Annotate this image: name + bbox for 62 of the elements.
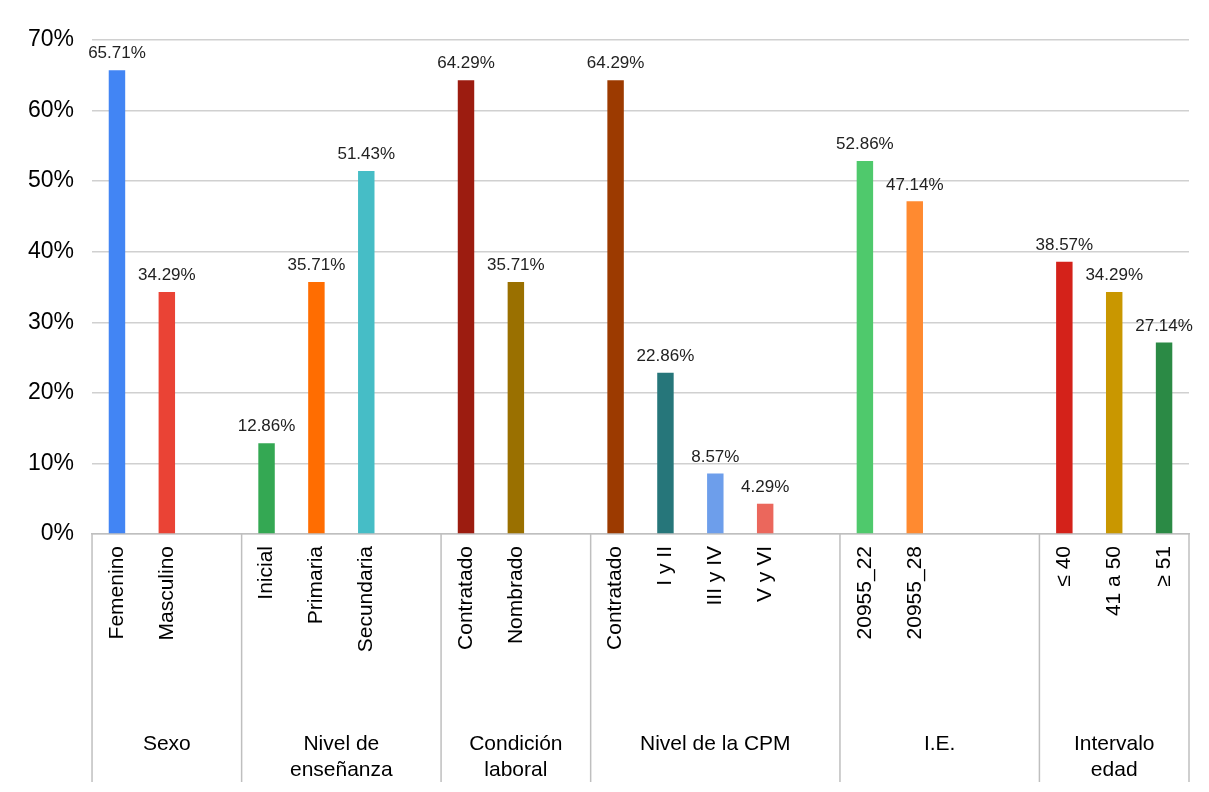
data-label: 34.29% [137, 265, 196, 285]
text: Condición laboral [469, 731, 563, 781]
data-label: 35.71% [287, 255, 346, 275]
x-tick-label: V y VI [751, 546, 775, 603]
x-tick-label: Primaria [303, 545, 327, 625]
x-tick-label: Masculino [153, 546, 177, 641]
x-tick-label: 20955_28 [901, 546, 926, 640]
bar [507, 281, 525, 534]
bar [308, 281, 325, 534]
y-tick-label: 30% [27, 307, 75, 334]
data-label: 64.29% [437, 53, 495, 73]
bar [607, 80, 624, 534]
x-tick-label: Femenino [103, 546, 127, 640]
x-tick-label: III y IV [702, 546, 726, 606]
y-tick-label: 0% [40, 519, 75, 546]
bar [108, 70, 126, 534]
bar [756, 503, 774, 534]
data-label: 64.29% [586, 53, 645, 73]
data-label: 35.71% [487, 255, 545, 275]
x-tick-label: ≥ 51 [1150, 546, 1174, 587]
data-label: 51.43% [337, 144, 396, 164]
x-tick-label: I y II [652, 546, 676, 586]
bar [258, 443, 275, 534]
y-tick-label: 70% [27, 25, 75, 52]
data-label: 47.14% [885, 174, 944, 194]
x-tick-label: 41 a 50 [1101, 546, 1124, 617]
text: I.E. [923, 731, 956, 755]
data-label: 65.71% [88, 43, 146, 63]
x-tick-label: 20955_22 [851, 546, 876, 640]
bar [707, 473, 724, 534]
bar [1105, 292, 1123, 534]
bar [1155, 342, 1173, 534]
bar [906, 201, 923, 534]
data-label: 8.57% [691, 446, 740, 466]
y-tick-label: 10% [27, 448, 75, 475]
text: Sexo [142, 731, 191, 755]
x-tick-label: ≤ 40 [1051, 546, 1075, 587]
bar [856, 160, 874, 534]
x-tick-label: Nombrado [502, 546, 526, 645]
y-tick-label: 60% [27, 95, 75, 122]
bar [158, 292, 176, 534]
y-tick-label: 40% [27, 237, 75, 264]
data-label: 12.86% [237, 416, 296, 436]
text: Nivel de enseñanza [289, 731, 394, 781]
bar [1056, 261, 1073, 534]
data-label: 27.14% [1135, 315, 1193, 335]
data-label: 34.29% [1085, 265, 1144, 285]
x-tick-label: Contratado [602, 546, 626, 650]
x-tick-label: Inicial [253, 546, 277, 600]
bar [457, 80, 475, 534]
x-tick-label: Secundaria [353, 545, 377, 653]
data-label: 38.57% [1035, 234, 1094, 254]
data-label: 22.86% [636, 345, 695, 365]
bar [358, 171, 375, 534]
data-label: 4.29% [741, 476, 790, 496]
text: Nivel de la CPM [640, 731, 791, 755]
y-tick-label: 50% [27, 166, 75, 193]
x-tick-label: Contratado [452, 546, 476, 650]
text: Intervalo edad [1073, 731, 1155, 781]
data-label: 52.86% [836, 134, 894, 154]
y-tick-label: 20% [27, 378, 75, 405]
bar [657, 372, 674, 534]
